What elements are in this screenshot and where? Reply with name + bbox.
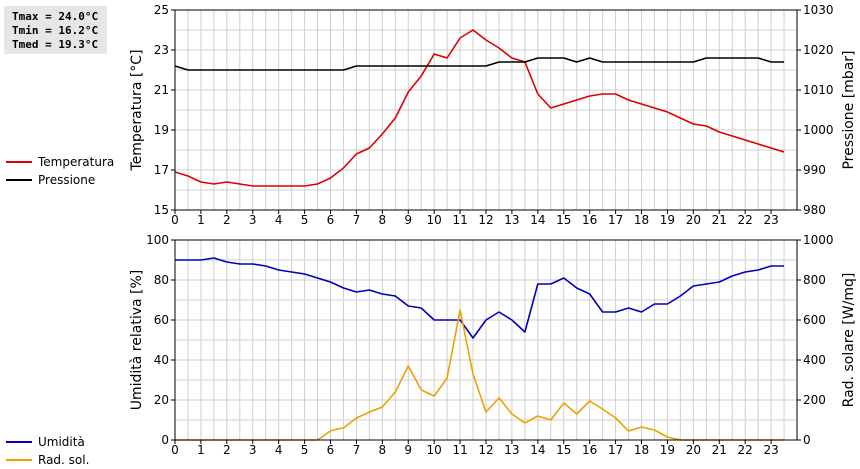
x-tick-label: 11 bbox=[452, 443, 467, 457]
x-tick-label: 8 bbox=[379, 443, 387, 457]
x-tick-label: 10 bbox=[427, 443, 442, 457]
series-line-pressione bbox=[174, 57, 784, 71]
y-left-tick-label: 80 bbox=[154, 273, 169, 287]
tmax-text: Tmax = 24.0°C bbox=[12, 10, 99, 23]
legend-label-umidita: Umidità bbox=[38, 435, 85, 449]
tmed-text: Tmed = 19.3°C bbox=[12, 38, 99, 51]
x-tick-label: 1 bbox=[197, 213, 205, 227]
x-tick-label: 10 bbox=[427, 213, 442, 227]
x-tick-label: 9 bbox=[404, 213, 412, 227]
y-right-tick-label: 800 bbox=[803, 273, 826, 287]
y-right-tick-label: 1000 bbox=[803, 233, 834, 247]
x-tick-label: 7 bbox=[353, 443, 361, 457]
x-tick-label: 21 bbox=[712, 443, 727, 457]
x-tick-label: 17 bbox=[608, 443, 623, 457]
y-left-axis-label: Temperatura [°C] bbox=[129, 49, 145, 171]
x-tick-label: 20 bbox=[686, 443, 701, 457]
x-tick-label: 20 bbox=[686, 213, 701, 227]
y-left-tick-label: 0 bbox=[161, 433, 169, 447]
y-left-tick-label: 15 bbox=[154, 203, 169, 217]
legend-label-temperatura: Temperatura bbox=[38, 155, 115, 169]
x-tick-label: 23 bbox=[763, 443, 778, 457]
y-right-tick-label: 400 bbox=[803, 353, 826, 367]
y-left-tick-label: 19 bbox=[154, 123, 169, 137]
x-tick-label: 22 bbox=[738, 213, 753, 227]
x-tick-label: 16 bbox=[582, 213, 597, 227]
x-tick-label: 12 bbox=[478, 213, 493, 227]
x-tick-label: 15 bbox=[556, 443, 571, 457]
legend-item-temperatura: Temperatura bbox=[6, 153, 114, 171]
x-tick-label: 4 bbox=[275, 213, 283, 227]
stats-box: Tmax = 24.0°C Tmin = 16.2°C Tmed = 19.3°… bbox=[4, 6, 107, 54]
x-tick-label: 19 bbox=[660, 213, 675, 227]
series-line-temperatura bbox=[174, 29, 785, 187]
x-tick-label: 6 bbox=[327, 443, 335, 457]
y-right-tick-label: 1020 bbox=[803, 43, 834, 57]
legend-label-pressione: Pressione bbox=[38, 173, 96, 187]
x-tick-label: 0 bbox=[171, 443, 179, 457]
y-right-tick-label: 980 bbox=[803, 203, 826, 217]
y-left-tick-label: 23 bbox=[154, 43, 169, 57]
legend-swatch-umidita bbox=[6, 441, 32, 443]
x-tick-label: 3 bbox=[249, 443, 257, 457]
x-tick-label: 22 bbox=[738, 443, 753, 457]
y-left-tick-label: 25 bbox=[154, 3, 169, 17]
x-tick-label: 18 bbox=[634, 213, 649, 227]
x-tick-label: 2 bbox=[223, 443, 231, 457]
x-tick-label: 8 bbox=[379, 213, 387, 227]
legend-swatch-temperatura bbox=[6, 161, 32, 163]
x-tick-label: 12 bbox=[478, 443, 493, 457]
chart-top bbox=[171, 9, 801, 214]
series-line-umidita bbox=[175, 257, 784, 339]
x-tick-label: 5 bbox=[301, 443, 309, 457]
legend-top: Temperatura Pressione bbox=[6, 153, 114, 189]
x-tick-label: 1 bbox=[197, 443, 205, 457]
x-tick-label: 15 bbox=[556, 213, 571, 227]
x-tick-label: 17 bbox=[608, 213, 623, 227]
y-left-tick-label: 17 bbox=[154, 163, 169, 177]
x-tick-label: 14 bbox=[530, 213, 545, 227]
x-tick-label: 0 bbox=[171, 213, 179, 227]
y-right-axis-label: Pressione [mbar] bbox=[841, 50, 857, 169]
tmin-text: Tmin = 16.2°C bbox=[12, 24, 99, 37]
x-tick-label: 16 bbox=[582, 443, 597, 457]
y-left-tick-label: 100 bbox=[146, 233, 169, 247]
x-tick-label: 2 bbox=[223, 213, 231, 227]
y-right-tick-label: 1030 bbox=[803, 3, 834, 17]
y-left-tick-label: 60 bbox=[154, 313, 169, 327]
x-tick-label: 21 bbox=[712, 213, 727, 227]
y-right-tick-label: 1010 bbox=[803, 83, 834, 97]
y-left-tick-label: 40 bbox=[154, 353, 169, 367]
x-tick-label: 5 bbox=[301, 213, 309, 227]
chart-bottom bbox=[171, 239, 801, 444]
x-tick-label: 13 bbox=[504, 213, 519, 227]
y-left-tick-label: 20 bbox=[154, 393, 169, 407]
y-right-tick-label: 1000 bbox=[803, 123, 834, 137]
y-right-tick-label: 600 bbox=[803, 313, 826, 327]
x-tick-label: 6 bbox=[327, 213, 335, 227]
x-tick-label: 9 bbox=[404, 443, 412, 457]
legend-swatch-pressione bbox=[6, 179, 32, 181]
x-tick-label: 4 bbox=[275, 443, 283, 457]
y-right-tick-label: 990 bbox=[803, 163, 826, 177]
y-right-axis-label: Rad. solare [W/mq] bbox=[841, 273, 857, 408]
x-tick-label: 13 bbox=[504, 443, 519, 457]
x-tick-label: 23 bbox=[763, 213, 778, 227]
y-left-axis-label: Umidità relativa [%] bbox=[129, 270, 145, 411]
y-left-tick-label: 21 bbox=[154, 83, 169, 97]
x-tick-label: 7 bbox=[353, 213, 361, 227]
x-tick-label: 11 bbox=[452, 213, 467, 227]
x-tick-label: 18 bbox=[634, 443, 649, 457]
x-tick-label: 19 bbox=[660, 443, 675, 457]
x-tick-label: 3 bbox=[249, 213, 257, 227]
y-right-tick-label: 200 bbox=[803, 393, 826, 407]
legend-item-pressione: Pressione bbox=[6, 171, 114, 189]
y-right-tick-label: 0 bbox=[803, 433, 811, 447]
legend-item-umidita: Umidità bbox=[6, 433, 89, 451]
x-tick-label: 14 bbox=[530, 443, 545, 457]
